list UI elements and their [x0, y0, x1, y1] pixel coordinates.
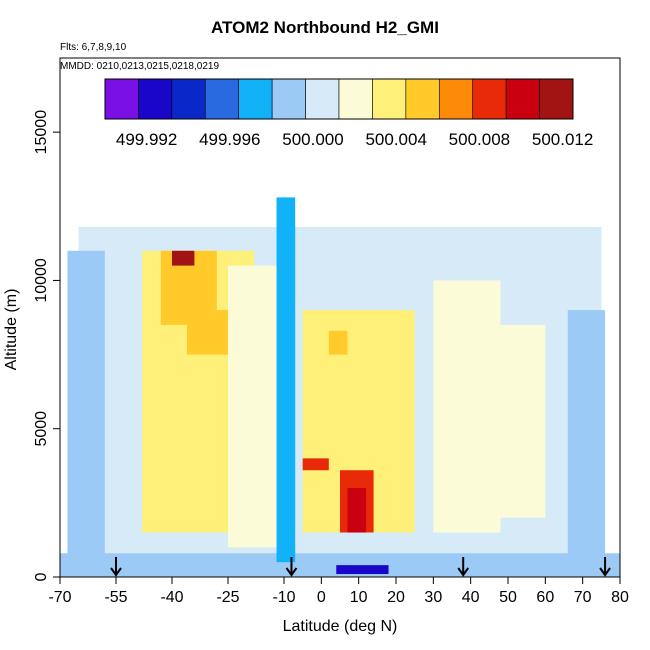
colorbar-tick-label: 500.008 [449, 130, 510, 149]
colorbar-frame [104, 78, 574, 120]
x-tick-label: 30 [424, 589, 442, 606]
x-tick-label: 40 [462, 589, 480, 606]
arrow-head [110, 567, 122, 577]
x-tick-label: 10 [350, 589, 368, 606]
chart-title: ATOM2 Northbound H2_GMI [211, 18, 439, 37]
x-tick-label: -10 [272, 589, 295, 606]
colorbar-swatch [238, 78, 273, 120]
colorbar-swatch [338, 78, 373, 120]
colorbar-swatch [171, 78, 206, 120]
data-cell [328, 330, 348, 355]
data-cell [276, 197, 296, 563]
y-tick-label: 5000 [33, 411, 50, 447]
colorbar-swatch [271, 78, 306, 120]
colorbar-tick-label: 499.996 [199, 130, 260, 149]
y-tick-label: 10000 [33, 258, 50, 303]
x-tick-label: -25 [216, 589, 239, 606]
dates-label: MMDD: 0210,0213,0215,0218,0219 [60, 61, 220, 72]
x-tick-label: -55 [104, 589, 127, 606]
colorbar-swatch [138, 78, 173, 120]
colorbar-swatch [405, 78, 440, 120]
y-tick-label: 0 [33, 572, 50, 581]
x-tick-label: 20 [387, 589, 405, 606]
colorbar-tick-label: 500.004 [365, 130, 426, 149]
data-cell [302, 458, 329, 471]
data-cell [377, 339, 396, 370]
y-axis-label: Altitude (m) [3, 289, 20, 371]
colorbar-swatch [372, 78, 407, 120]
x-axis-label: Latitude (deg N) [283, 618, 398, 635]
colorbar-swatch [472, 78, 507, 120]
x-tick-label: -70 [48, 589, 71, 606]
data-cell [104, 227, 135, 569]
colorbar-swatch [505, 78, 540, 120]
data-cell [172, 250, 195, 266]
data-cell [186, 310, 228, 355]
colorbar-tick-label: 499.992 [116, 130, 177, 149]
y-tick-label: 15000 [33, 110, 50, 155]
data-cell [321, 399, 340, 429]
x-tick-label: 50 [499, 589, 517, 606]
x-tick-label: -40 [160, 589, 183, 606]
colorbar-swatch [204, 78, 240, 120]
data-cell [567, 310, 606, 569]
arrow-head [285, 567, 298, 577]
data-cell [347, 488, 367, 533]
colorbar-swatch [305, 78, 340, 120]
data-cell [433, 280, 501, 533]
data-cell [500, 324, 546, 518]
colorbar-tick-label: 500.012 [532, 130, 593, 149]
flights-label: Flts: 6,7,8,9,10 [60, 42, 127, 53]
colorbar-swatch [104, 78, 139, 120]
plot-frame [59, 57, 621, 578]
x-tick-label: 0 [317, 589, 326, 606]
x-tick-label: 70 [574, 589, 592, 606]
colorbar-tick-label: 500.000 [282, 130, 343, 149]
x-tick-label: 60 [536, 589, 554, 606]
arrow-head [457, 567, 470, 577]
arrow-head [599, 567, 611, 577]
data-cell [336, 565, 389, 575]
colorbar-swatch [539, 78, 574, 120]
colorbar-swatch [438, 78, 474, 120]
x-tick-label: 80 [611, 589, 629, 606]
data-cell [228, 265, 277, 548]
